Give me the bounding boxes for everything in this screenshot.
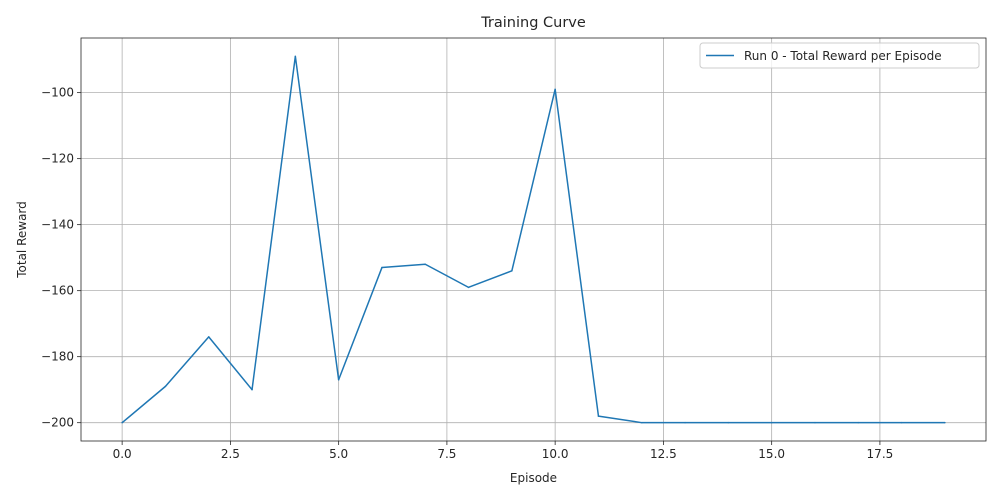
data-point: [381, 266, 383, 269]
legend-box: [699, 42, 980, 69]
x-tick-label: 2.5: [221, 447, 240, 461]
y-tick-label: −140: [41, 218, 74, 232]
series-layer: [121, 55, 946, 424]
x-tick-label: 15.0: [758, 447, 785, 461]
data-point: [424, 263, 426, 266]
data-point: [857, 421, 860, 424]
data-point: [511, 270, 513, 272]
data-point: [944, 421, 946, 424]
ticks: 0.0 2.5 5.0 7.5 10.0 12.5 15.0 17.5 −200 −180 −160…: [41, 86, 893, 461]
data-point: [641, 421, 643, 424]
x-tick-label: 5.0: [329, 447, 348, 461]
x-tick-label: 17.5: [867, 447, 894, 461]
data-point: [164, 385, 167, 388]
y-tick-label: −180: [41, 350, 74, 364]
grid: [81, 38, 986, 441]
data-point: [251, 388, 253, 391]
chart-title: Training Curve: [480, 15, 586, 31]
x-tick-label: 12.5: [650, 447, 677, 461]
x-tick-label: 7.5: [437, 447, 456, 461]
x-tick-label: 0.0: [113, 447, 132, 461]
data-point: [337, 379, 340, 381]
data-point: [770, 421, 773, 424]
data-point: [597, 415, 600, 417]
y-axis-label: Total Reward: [15, 201, 29, 279]
y-tick-label: −160: [41, 284, 74, 298]
data-point: [207, 336, 210, 338]
y-tick-label: −120: [41, 152, 74, 166]
data-point: [814, 421, 816, 424]
plot-frame: [80, 37, 987, 442]
data-point: [684, 421, 686, 424]
y-tick-label: −100: [41, 86, 74, 100]
data-point: [294, 55, 297, 58]
legend-label: Run 0 - Total Reward per Episode: [744, 49, 942, 63]
y-tick-label: −200: [41, 416, 74, 430]
data-point: [900, 421, 903, 424]
legend: Run 0 - Total Reward per Episode: [699, 42, 980, 69]
series-line: [121, 55, 945, 424]
data-point: [554, 88, 556, 91]
data-point: [121, 421, 123, 424]
x-axis-label: Episode: [510, 471, 557, 485]
data-point: [727, 421, 730, 424]
data-point: [467, 286, 470, 289]
x-tick-label: 10.0: [542, 447, 569, 461]
